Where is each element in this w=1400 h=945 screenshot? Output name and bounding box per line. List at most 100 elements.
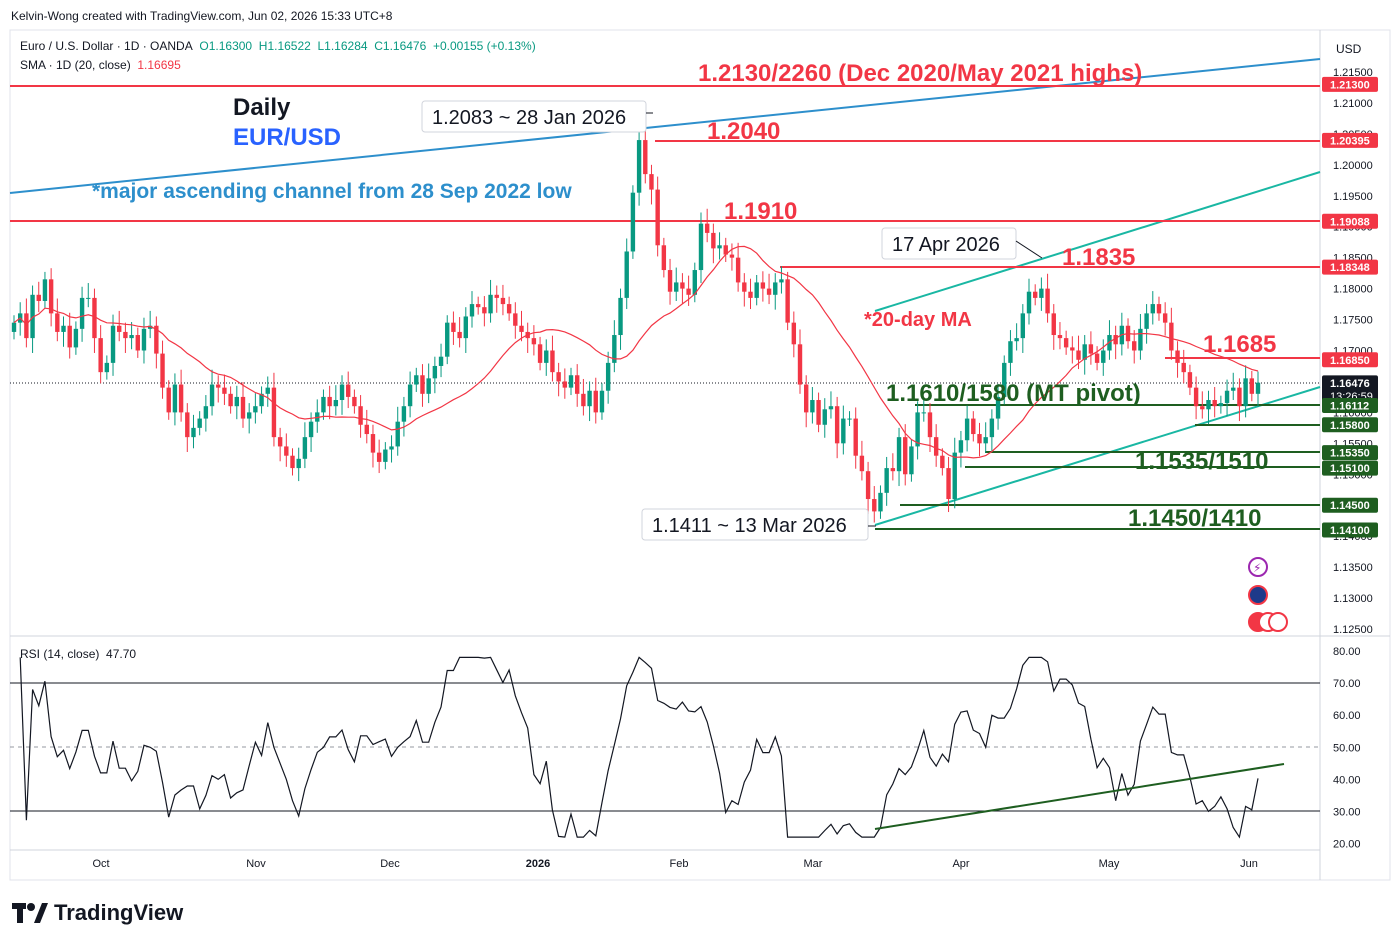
price-badge-10: 1.14500 — [1330, 500, 1370, 512]
candle-body — [865, 471, 871, 500]
candle-body — [36, 294, 41, 301]
candle-body — [1113, 335, 1118, 345]
candle-body — [1206, 400, 1211, 410]
candle-body — [971, 418, 976, 435]
price-pane-frame — [9, 29, 1391, 881]
candle-body — [1032, 291, 1038, 298]
candle-body — [537, 344, 543, 363]
candle-body — [946, 468, 951, 500]
time-tick-5: Mar — [804, 858, 823, 870]
candle-body — [890, 468, 896, 472]
price-badge-bg — [1322, 522, 1378, 538]
price-badge-bg — [1322, 213, 1378, 229]
candle-body — [828, 406, 834, 410]
candle-body — [630, 192, 636, 252]
candle-body — [704, 223, 710, 233]
rsi-tick-3: 50.00 — [1333, 742, 1361, 754]
candle-body — [1212, 400, 1217, 407]
symbol-legend: Euro / U.S. Dollar · 1D · OANDA O1.16300… — [20, 39, 536, 53]
price-badge-9: 1.15100 — [1330, 463, 1370, 475]
sma-legend: SMA · 1D (20, close) 1.16695 — [20, 58, 181, 72]
candle-body — [680, 282, 685, 289]
candle-body — [1132, 341, 1137, 351]
eu-flag-icon[interactable] — [1248, 585, 1268, 605]
candle-body — [321, 396, 326, 413]
candle-body — [284, 446, 289, 456]
label-1910: 1.1910 — [724, 198, 797, 225]
candle-body — [785, 279, 790, 323]
candle-body — [55, 313, 60, 332]
candle-body — [339, 384, 345, 401]
candle-body — [383, 449, 388, 462]
candle-body — [1082, 344, 1087, 360]
event-icons[interactable]: ⚡ — [1248, 557, 1288, 632]
symbol-name: Euro / U.S. Dollar · 1D · OANDA — [20, 39, 193, 53]
candle-body — [1045, 288, 1050, 314]
sma-20-line — [13, 245, 1259, 459]
candle-body — [810, 400, 815, 413]
apr-callout-text: 17 Apr 2026 — [892, 234, 1000, 256]
price-badge-4: 1.16850 — [1330, 355, 1370, 367]
price-badge-bg — [1322, 445, 1378, 461]
candle-body — [1231, 387, 1236, 391]
candle-body — [1150, 304, 1155, 314]
candle-body — [364, 424, 369, 435]
low-callout: 1.1411 ~ 13 Mar 2026 — [641, 508, 876, 541]
candle-body — [160, 353, 165, 388]
candle-body — [302, 437, 308, 459]
candle-body — [649, 174, 654, 190]
label-2130: 1.2130/2260 (Dec 2020/May 2021 highs) — [698, 60, 1142, 87]
candle-body — [958, 440, 964, 453]
price-badge-6: 1.16112 — [1330, 400, 1369, 412]
candles-group — [11, 125, 1261, 523]
us-flag-icon-3[interactable] — [1268, 612, 1288, 632]
candle-body — [667, 270, 673, 292]
candle-body — [1014, 338, 1019, 342]
candle-body — [903, 437, 908, 475]
candle-body — [395, 421, 400, 447]
price-badges: 1.21300 1.20395 1.19088 1.18348 1.16850 1.164… — [1322, 76, 1378, 538]
candle-body — [834, 406, 840, 444]
rsi-tick-6: 20.00 — [1333, 839, 1361, 851]
candle-body — [117, 325, 122, 332]
candle-body — [1162, 313, 1168, 323]
candle-body — [853, 418, 858, 456]
candle-body — [308, 421, 314, 438]
candle-body — [277, 437, 283, 447]
candle-body — [791, 322, 797, 345]
candle-body — [389, 446, 394, 450]
candle-body — [742, 282, 747, 292]
open-value: O1.16300 — [199, 39, 253, 53]
high-callout-text: 1.2083 ~ 28 Jan 2026 — [432, 107, 626, 129]
candle-body — [1020, 313, 1026, 339]
price-badge-bg — [1322, 132, 1378, 148]
candle-body — [686, 288, 691, 295]
candle-body — [773, 282, 778, 295]
price-badge-bg — [1322, 375, 1378, 404]
candle-body — [989, 418, 995, 438]
candle-body — [896, 437, 902, 472]
candle-body — [803, 384, 809, 413]
title-daily: Daily — [233, 94, 291, 121]
candle-body — [760, 282, 766, 289]
candle-body — [1193, 387, 1199, 407]
candle-body — [1249, 378, 1255, 394]
price-badge-8: 1.15350 — [1330, 448, 1370, 460]
price-tick-17: 1.13000 — [1333, 593, 1373, 605]
candle-body — [729, 254, 735, 258]
candle-body — [531, 338, 537, 345]
label-2040: 1.2040 — [707, 118, 780, 145]
candle-body — [983, 437, 988, 444]
candle-body — [599, 390, 605, 413]
candle-body — [104, 362, 110, 373]
candle-body — [575, 375, 580, 394]
candle-body — [457, 331, 462, 339]
lightning-icon[interactable] — [1248, 557, 1268, 577]
rsi-value: 47.70 — [106, 647, 137, 661]
apr-callout: 17 Apr 2026 — [881, 227, 1043, 260]
rsi-line — [19, 656, 1259, 839]
rsi-tick-4: 40.00 — [1333, 774, 1361, 786]
channel-note: *major ascending channel from 28 Sep 202… — [92, 180, 572, 203]
candle-body — [822, 409, 827, 425]
